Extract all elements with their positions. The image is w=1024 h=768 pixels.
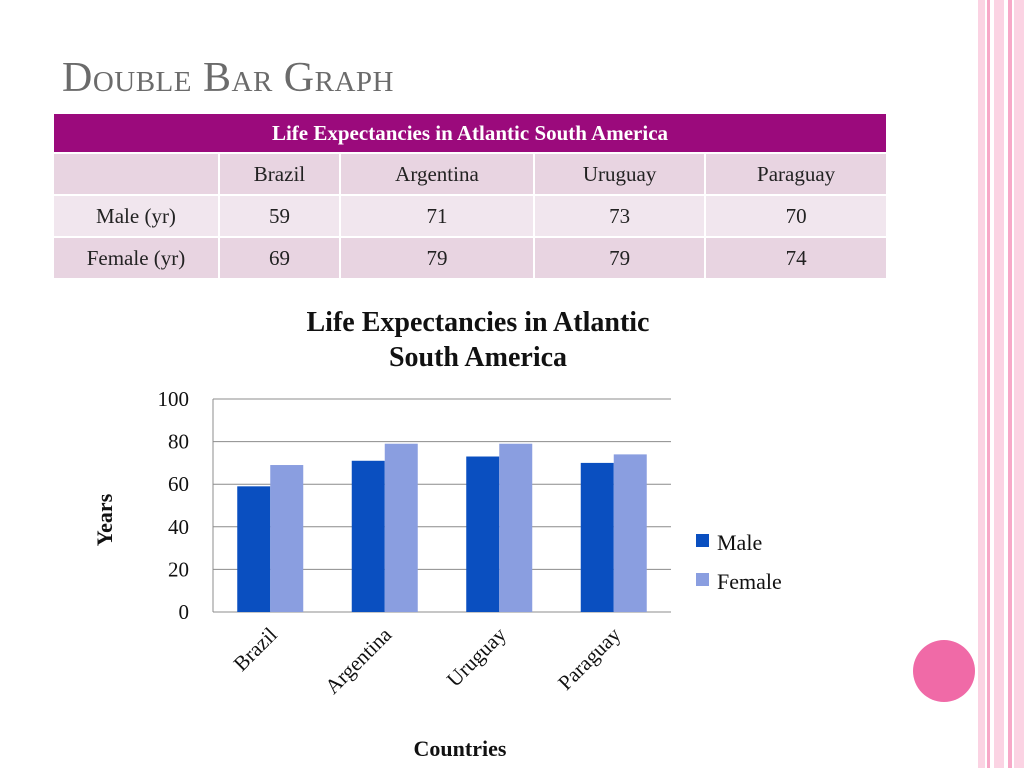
x-tick-label: Brazil	[229, 622, 282, 675]
chart-title-line: South America	[389, 342, 567, 373]
legend-label-female: Female	[717, 569, 782, 594]
row-label: Female (yr)	[52, 236, 220, 280]
y-tick-label: 0	[179, 600, 190, 624]
life-expectancy-table: Life Expectancies in Atlantic South Amer…	[52, 112, 888, 280]
legend-swatch-male	[696, 534, 709, 547]
table-cell: 71	[338, 194, 536, 238]
x-tick-label: Paraguay	[553, 622, 626, 695]
row-label: Male (yr)	[52, 194, 220, 238]
table-cell: 69	[218, 236, 341, 280]
column-header: Uruguay	[533, 152, 707, 196]
table-caption-row: Life Expectancies in Atlantic South Amer…	[52, 112, 888, 154]
table-cell: 70	[704, 194, 888, 238]
table-row: Male (yr) 59 71 73 70	[52, 194, 888, 238]
y-tick-label: 40	[168, 515, 189, 539]
y-axis-label: Years	[92, 493, 117, 546]
legend-label-male: Male	[717, 530, 762, 555]
table-caption: Life Expectancies in Atlantic South Amer…	[52, 112, 888, 154]
slide-title: Double Bar Graph	[62, 55, 394, 101]
bar-female	[499, 443, 533, 612]
chart-title-line: Life Expectancies in Atlantic	[307, 307, 650, 338]
x-tick-label: Uruguay	[442, 622, 511, 691]
column-header: Paraguay	[704, 152, 888, 196]
table-cell: 79	[338, 236, 536, 280]
table-cell: 74	[704, 236, 888, 280]
y-tick-label: 80	[168, 430, 189, 454]
table-column-header-row: Brazil Argentina Uruguay Paraguay	[52, 152, 888, 196]
bar-male	[580, 462, 614, 612]
y-tick-label: 100	[158, 387, 190, 411]
bar-female	[384, 443, 418, 612]
legend-swatch-female	[696, 573, 709, 586]
bar-male	[237, 486, 271, 612]
table-cell: 73	[533, 194, 707, 238]
table-corner-cell	[52, 152, 220, 196]
column-header: Brazil	[218, 152, 341, 196]
decorative-circle	[913, 640, 975, 702]
y-tick-label: 20	[168, 557, 189, 581]
bar-chart: Life Expectancies in Atlantic South Ameri…	[92, 307, 782, 761]
x-axis-label: Countries	[414, 736, 507, 761]
table-cell: 79	[533, 236, 707, 280]
y-tick-label: 60	[168, 472, 189, 496]
x-tick-label: Argentina	[320, 622, 397, 699]
bar-male	[466, 456, 500, 612]
table-cell: 59	[218, 194, 341, 238]
table-row: Female (yr) 69 79 79 74	[52, 236, 888, 280]
column-header: Argentina	[338, 152, 536, 196]
decorative-stripes	[978, 0, 1024, 768]
bar-male	[351, 460, 385, 612]
bar-female	[270, 465, 304, 612]
bar-female	[613, 454, 647, 612]
